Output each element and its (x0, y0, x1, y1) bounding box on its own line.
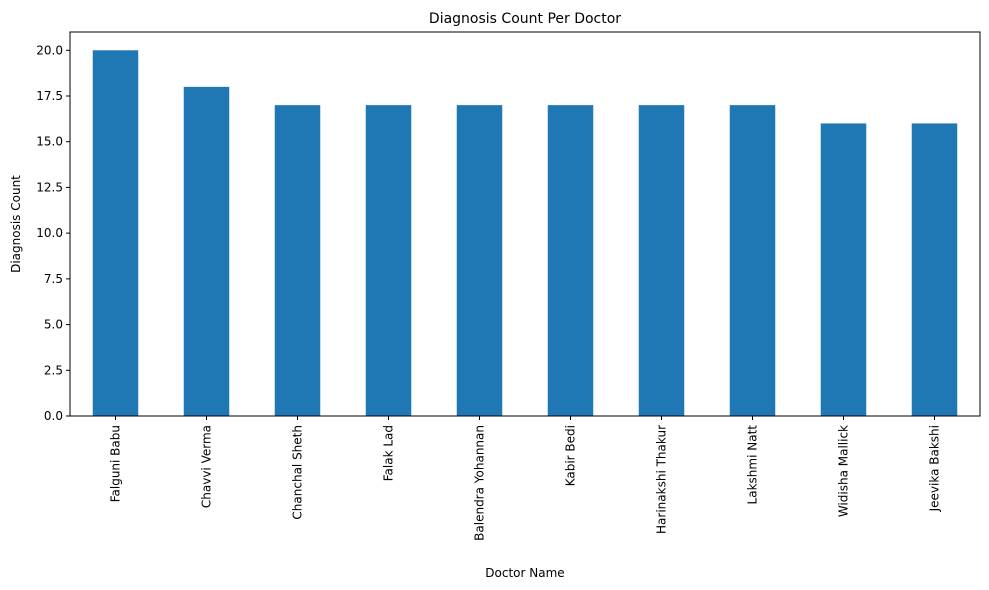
y-tick-label: 5.0 (44, 318, 63, 332)
y-tick-label: 7.5 (44, 272, 63, 286)
x-tick-label: Lakshmi Natt (746, 425, 760, 505)
y-axis-title: Diagnosis Count (9, 175, 23, 273)
x-tick-label: Widisha Mallick (837, 425, 851, 517)
x-axis-title: Doctor Name (485, 566, 564, 580)
chart-title: Diagnosis Count Per Doctor (429, 11, 621, 27)
bar-kabir-bedi (547, 105, 594, 417)
x-axis-ticks: Falguni Babu Chavvi Verma Chanchal Sheth Fa… (109, 416, 942, 541)
bar-balendra-yohannan (456, 105, 503, 417)
bar-lakshmi-natt (729, 105, 776, 417)
x-tick-label: Falguni Babu (109, 425, 123, 502)
bars-group (92, 50, 958, 417)
x-tick-label: Falak Lad (382, 425, 396, 481)
y-tick-label: 17.5 (36, 89, 63, 103)
y-axis-ticks: 0.0 2.5 5.0 7.5 10.0 12.5 15.0 17.5 20.0 (36, 43, 70, 423)
y-tick-label: 2.5 (44, 363, 63, 377)
bar-chanchal-sheth (274, 105, 321, 417)
y-tick-label: 12.5 (36, 180, 63, 194)
x-tick-label: Kabir Bedi (564, 425, 578, 486)
bar-harinakshi-thakur (638, 105, 685, 417)
bar-falguni-babu (92, 50, 139, 417)
plot-frame (69, 31, 981, 417)
bar-falak-lad (365, 105, 412, 417)
x-tick-label: Chavvi Verma (200, 425, 214, 508)
x-tick-label: Harinakshi Thakur (655, 425, 669, 534)
y-tick-label: 15.0 (36, 135, 63, 149)
bar-chavvi-verma (183, 86, 230, 416)
x-tick-label: Chanchal Sheth (291, 425, 305, 520)
y-tick-label: 20.0 (36, 43, 63, 57)
x-tick-label: Jeevika Bakshi (928, 425, 942, 512)
x-tick-label: Balendra Yohannan (473, 425, 487, 541)
bar-widisha-mallick (820, 123, 867, 416)
bar-jeevika-bakshi (911, 123, 958, 416)
y-tick-label: 10.0 (36, 226, 63, 240)
y-tick-label: 0.0 (44, 409, 63, 423)
